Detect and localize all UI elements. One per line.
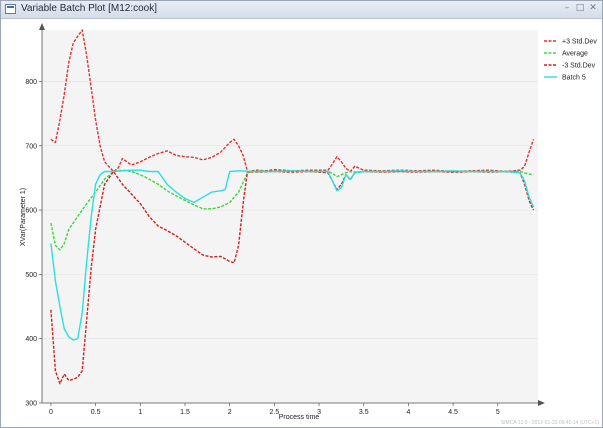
legend-label-3: Batch 5 <box>562 75 586 82</box>
minimize-button[interactable]: – <box>564 3 570 13</box>
series-line-3 <box>50 169 535 341</box>
plot-background <box>42 30 538 403</box>
y-tick-label: 300 <box>25 401 37 408</box>
legend-label-1: Average <box>562 51 588 58</box>
title-bar[interactable]: Variable Batch Plot [M12:cook] – □ ✕ <box>1 1 602 19</box>
axes: 300 400 500 600 700 800 0 0.5 1 1.5 2 2.5 3 3.5 4 4.5 5 <box>25 23 545 416</box>
x-tick-label: 3 <box>317 409 321 416</box>
y-tick-label: 400 <box>25 336 37 343</box>
legend[interactable]: +3 Std.Dev Average -3 Std.Dev Batch 5 <box>544 39 597 82</box>
x-axis-label: Process time <box>279 414 320 421</box>
y-tick-label: 600 <box>25 208 37 215</box>
y-tick-label: 800 <box>25 79 37 86</box>
x-tick-label: 3.5 <box>359 409 369 416</box>
x-tick-label: 1 <box>138 409 142 416</box>
y-axis-label: XVar(Parameter 1) <box>20 188 27 246</box>
legend-label-0: +3 Std.Dev <box>562 39 597 46</box>
x-tick-label: 0 <box>49 409 53 416</box>
x-tick-label: 4 <box>406 409 410 416</box>
y-axis-arrow <box>39 23 45 30</box>
window-title: Variable Batch Plot [M12:cook] <box>21 3 157 14</box>
x-tick-label: 2.5 <box>269 409 279 416</box>
y-tick-label: 500 <box>25 272 37 279</box>
x-tick-label: 2 <box>228 409 232 416</box>
x-tick-label: 4.5 <box>448 409 458 416</box>
x-tick-label: 5 <box>496 409 500 416</box>
x-tick-label: 0.5 <box>91 409 101 416</box>
footer-note: SIMCA 13.0 - 2012-01-23 09:45:14 (UTC+1) <box>501 420 600 426</box>
y-tick-label: 700 <box>25 143 37 150</box>
window-controls: – □ ✕ <box>562 3 598 14</box>
window-icon <box>5 4 16 14</box>
x-axis-arrow <box>538 400 545 406</box>
x-tick-label: 1.5 <box>180 409 190 416</box>
series-lines <box>50 29 535 385</box>
legend-label-2: -3 Std.Dev <box>562 63 596 70</box>
maximize-button[interactable]: □ <box>575 3 585 13</box>
close-button[interactable]: ✕ <box>589 3 597 13</box>
